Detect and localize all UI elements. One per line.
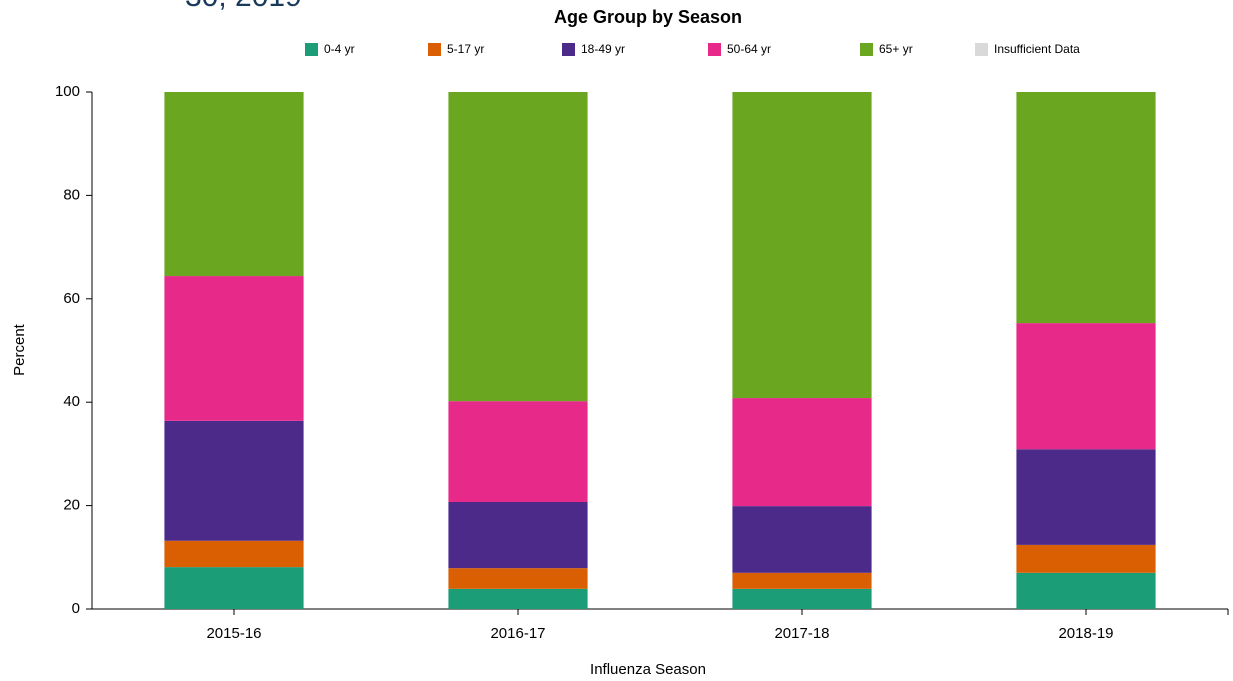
legend-swatch bbox=[428, 43, 441, 56]
x-tick-label: 2018-19 bbox=[1058, 625, 1113, 642]
legend-swatch bbox=[562, 43, 575, 56]
y-tick-label: 80 bbox=[63, 186, 80, 203]
x-axis-label: Influenza Season bbox=[590, 661, 706, 678]
header-fragment: 30, 2019 bbox=[185, 0, 302, 13]
bar-segment bbox=[1016, 449, 1156, 545]
bar-segment bbox=[1016, 544, 1156, 573]
x-tick-label: 2015-16 bbox=[206, 625, 261, 642]
legend-label: 18-49 yr bbox=[581, 42, 625, 56]
bar-segment bbox=[448, 501, 588, 569]
bar-segment bbox=[164, 420, 304, 541]
bar-segment bbox=[732, 588, 872, 609]
bar-segment bbox=[164, 92, 304, 277]
legend-label: 65+ yr bbox=[879, 42, 913, 56]
bar-segment bbox=[1016, 323, 1156, 450]
legend-label: 50-64 yr bbox=[727, 42, 771, 56]
bar-segment bbox=[448, 401, 588, 502]
bar-segment bbox=[732, 506, 872, 573]
legend-swatch bbox=[975, 43, 988, 56]
y-tick-label: 0 bbox=[72, 600, 80, 617]
legend-swatch bbox=[305, 43, 318, 56]
bar-segment bbox=[732, 572, 872, 589]
y-tick-label: 40 bbox=[63, 393, 80, 410]
y-tick-label: 100 bbox=[55, 83, 80, 100]
y-axis-label: Percent bbox=[11, 323, 28, 376]
bar-segment bbox=[164, 567, 304, 609]
y-tick-label: 20 bbox=[63, 497, 80, 514]
bar-segment bbox=[732, 92, 872, 399]
x-tick-label: 2016-17 bbox=[490, 625, 545, 642]
bar-segment bbox=[164, 276, 304, 421]
legend-label: 0-4 yr bbox=[324, 42, 355, 56]
bar-segment bbox=[1016, 572, 1156, 609]
legend-label: Insufficient Data bbox=[994, 42, 1080, 56]
y-tick-label: 60 bbox=[63, 290, 80, 307]
legend-swatch bbox=[708, 43, 721, 56]
x-tick-label: 2017-18 bbox=[774, 625, 829, 642]
bar-segment bbox=[1016, 92, 1156, 324]
bar-segment bbox=[448, 588, 588, 609]
bar-segment bbox=[732, 398, 872, 507]
chart-title: Age Group by Season bbox=[554, 7, 742, 27]
bar-segment bbox=[164, 540, 304, 568]
legend-swatch bbox=[860, 43, 873, 56]
legend-label: 5-17 yr bbox=[447, 42, 484, 56]
bar-segment bbox=[448, 568, 588, 589]
bar-segment bbox=[448, 92, 588, 402]
